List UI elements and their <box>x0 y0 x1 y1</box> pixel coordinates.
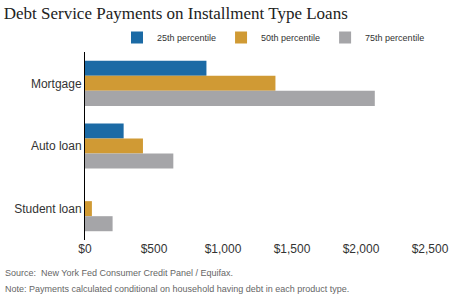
svg-text:Student loan: Student loan <box>14 202 81 216</box>
svg-text:75th percentile: 75th percentile <box>365 33 424 43</box>
svg-text:Debt Service Payments on Insta: Debt Service Payments on Installment Typ… <box>4 4 348 23</box>
svg-text:$500: $500 <box>141 242 168 256</box>
svg-text:50th percentile: 50th percentile <box>261 33 320 43</box>
svg-text:$0: $0 <box>78 242 92 256</box>
svg-text:Source: New York Fed Consumer: Source: New York Fed Consumer Credit Pan… <box>5 268 233 278</box>
svg-text:Mortgage: Mortgage <box>31 77 82 91</box>
svg-text:$2,500: $2,500 <box>412 242 449 256</box>
svg-text:Auto loan: Auto loan <box>31 139 82 153</box>
svg-text:Note: Payments calculated cond: Note: Payments calculated conditional on… <box>5 284 349 294</box>
svg-text:$1,000: $1,000 <box>205 242 242 256</box>
svg-text:$1,500: $1,500 <box>274 242 311 256</box>
svg-text:$2,000: $2,000 <box>343 242 380 256</box>
svg-text:25th percentile: 25th percentile <box>157 33 216 43</box>
